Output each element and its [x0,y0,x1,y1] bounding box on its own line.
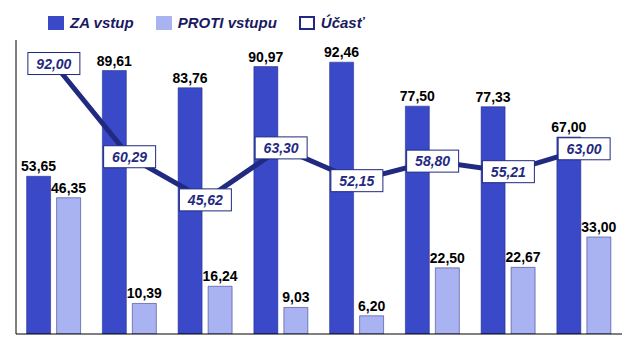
svg-text:90,97: 90,97 [248,49,283,65]
svg-text:67,00: 67,00 [551,119,586,135]
svg-text:6,20: 6,20 [358,298,385,314]
html-text:ZA vstup: ZA vstup [70,14,134,31]
html-text:Účasť: Účasť [320,14,364,31]
svg-text:55,21: 55,21 [491,164,526,180]
svg-text:33,00: 33,00 [581,219,616,235]
svg-text:52,15: 52,15 [339,173,374,189]
svg-text:77,50: 77,50 [400,88,435,104]
svg-text:63,00: 63,00 [567,141,602,157]
svg-text:92,00: 92,00 [36,56,71,72]
svg-text:53,65: 53,65 [21,158,56,174]
svg-text:60,29: 60,29 [112,149,147,165]
svg-text:46,35: 46,35 [51,180,86,196]
svg-text:45,62: 45,62 [187,192,223,208]
svg-text:63,30: 63,30 [264,140,299,156]
svg-text:22,67: 22,67 [506,249,541,265]
svg-text:89,61: 89,61 [97,53,132,69]
svg-text:77,33: 77,33 [476,89,511,105]
svg-text:22,50: 22,50 [430,250,465,266]
svg-text:92,46: 92,46 [324,44,359,60]
svg-text:16,24: 16,24 [203,268,238,284]
svg-text:10,39: 10,39 [127,285,162,301]
svg-text:83,76: 83,76 [173,70,208,86]
html-text:PROTI vstupu: PROTI vstupu [177,14,277,31]
svg-text:9,03: 9,03 [282,289,309,305]
svg-text:58,80: 58,80 [415,153,450,169]
